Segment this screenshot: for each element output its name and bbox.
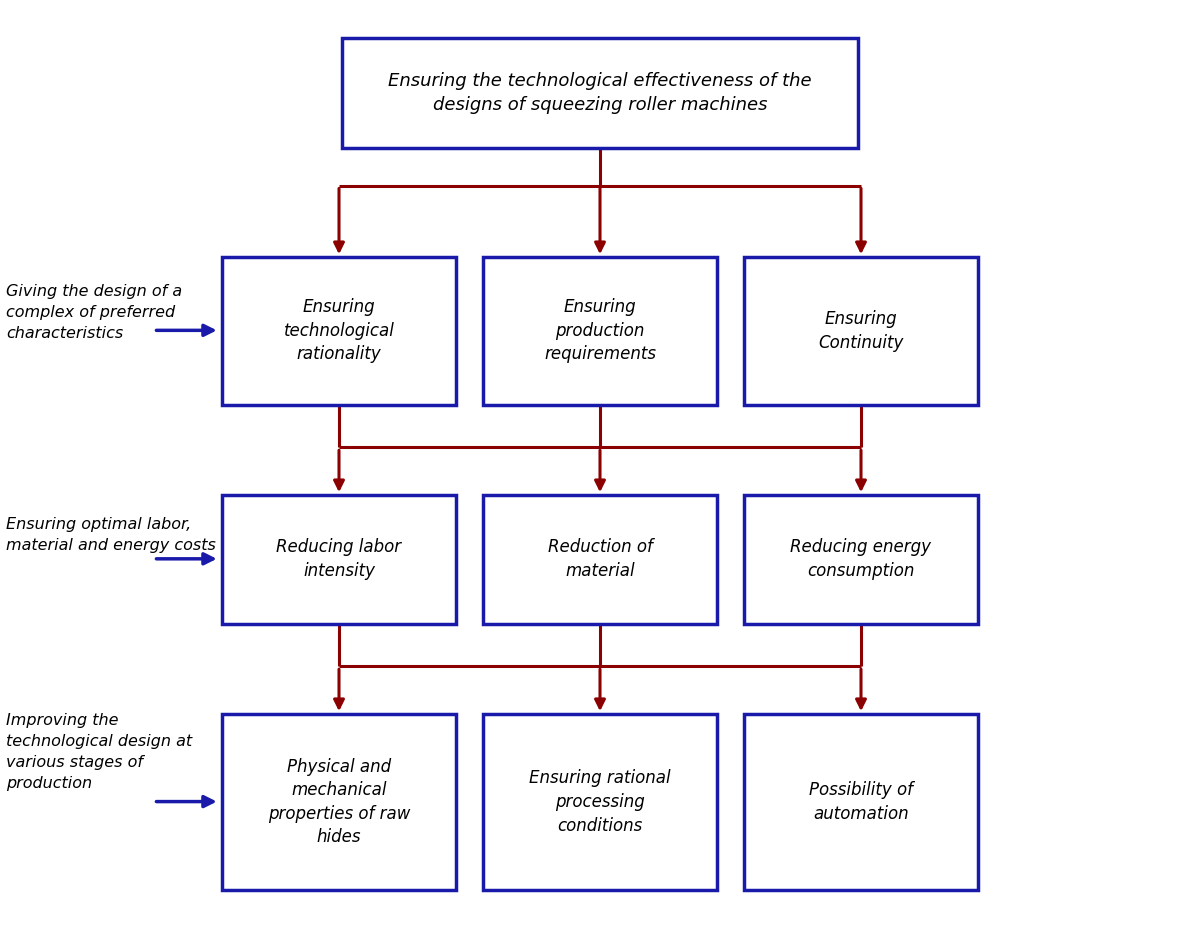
Text: Reduction of
material: Reduction of material [547,539,653,580]
Text: Ensuring
production
requirements: Ensuring production requirements [544,298,656,364]
Bar [222,714,456,890]
Text: Improving the
technological design at
various stages of
production: Improving the technological design at va… [6,713,192,791]
Bar [222,257,456,405]
Text: Ensuring
Continuity: Ensuring Continuity [818,310,904,351]
Bar [342,38,858,148]
Text: Ensuring optimal labor,
material and energy costs: Ensuring optimal labor, material and ene… [6,517,216,553]
Bar [484,714,718,890]
Text: Ensuring rational
processing
conditions: Ensuring rational processing conditions [529,769,671,835]
Text: Ensuring the technological effectiveness of the
designs of squeezing roller mach: Ensuring the technological effectiveness… [388,72,812,113]
Bar [222,495,456,624]
Text: Giving the design of a
complex of preferred
characteristics: Giving the design of a complex of prefer… [6,284,182,341]
Text: Possibility of
automation: Possibility of automation [809,782,913,823]
Bar [744,495,978,624]
Bar [484,257,718,405]
Text: Physical and
mechanical
properties of raw
hides: Physical and mechanical properties of ra… [268,758,410,846]
Bar [744,714,978,890]
Text: Ensuring
technological
rationality: Ensuring technological rationality [283,298,395,364]
Text: Reducing labor
intensity: Reducing labor intensity [276,539,402,580]
Bar [484,495,718,624]
Text: Reducing energy
consumption: Reducing energy consumption [791,539,931,580]
Bar [744,257,978,405]
